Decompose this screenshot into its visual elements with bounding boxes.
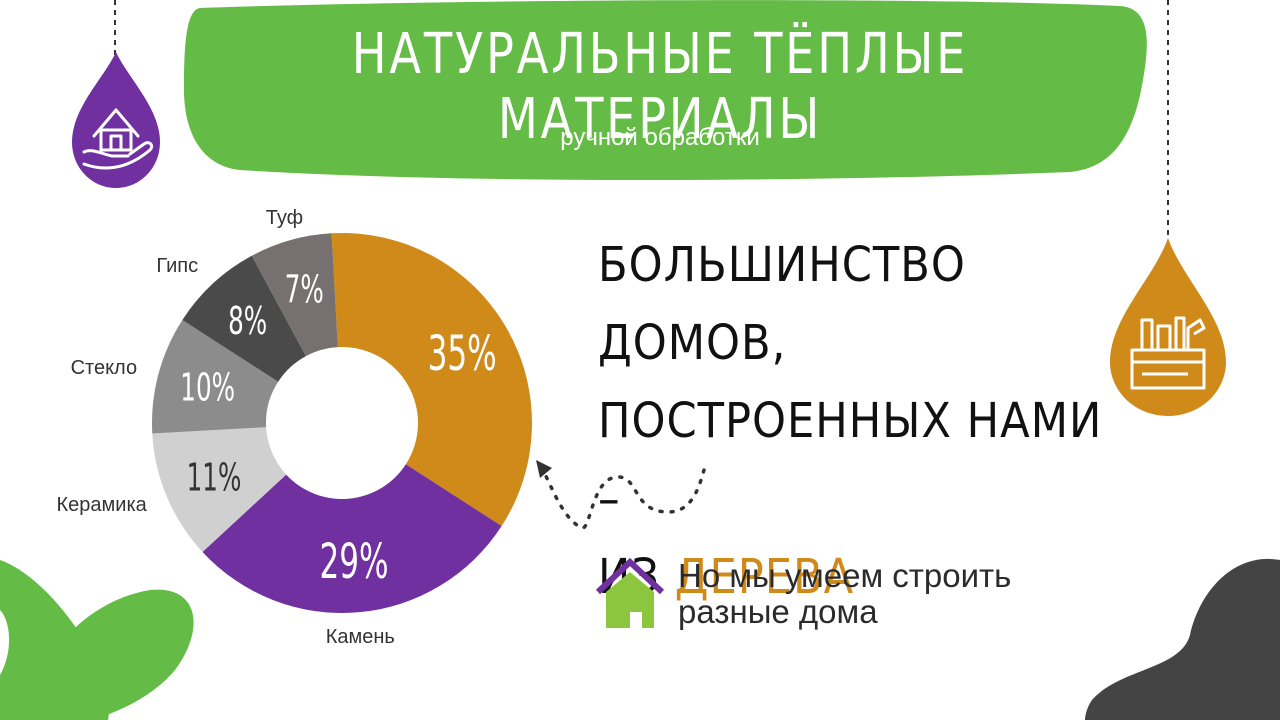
pie-slice-5 xyxy=(182,255,306,382)
pie-slice-1 xyxy=(331,233,533,527)
category-label: Керамика xyxy=(56,493,147,516)
pie-chart: 35% 29% 11% 10% 8% 7% xyxy=(152,233,533,613)
category-label: Стекло xyxy=(70,356,138,379)
pie-slice-4 xyxy=(152,319,279,434)
house-icon xyxy=(595,557,665,628)
category-label: Камень xyxy=(325,626,395,649)
note-line-2: разные дома xyxy=(678,593,878,630)
value-label: 29% xyxy=(319,533,388,589)
pie-slice-6 xyxy=(251,233,338,357)
value-label: 8% xyxy=(228,299,267,344)
headline-line-1: Большинство домов, xyxy=(598,237,966,371)
arrow-head-icon xyxy=(536,460,552,478)
category-label: Гипс xyxy=(156,255,199,278)
leaf-shape xyxy=(0,610,10,675)
pie-slice-3 xyxy=(152,427,287,552)
dark-blob-shape xyxy=(1085,558,1280,720)
value-label: 7% xyxy=(285,267,324,312)
note-line-1: Но мы умеем строить xyxy=(678,557,1012,594)
pie-slice-2 xyxy=(202,464,502,613)
value-label: 10% xyxy=(180,365,235,410)
dotted-arrow xyxy=(542,468,706,530)
category-label: Туф xyxy=(265,206,304,229)
page-title: Натуральные тёплые материалы xyxy=(351,22,969,152)
value-label: 35% xyxy=(428,325,497,381)
house-in-hand-icon xyxy=(72,52,160,188)
headline-accent: дерева xyxy=(674,549,855,605)
page-subtitle: ручной обработки xyxy=(560,124,760,151)
note-text: Но мы умеем строить разные дома xyxy=(678,558,1098,630)
toolbox-icon xyxy=(1110,238,1226,416)
title-banner xyxy=(184,0,1147,181)
value-label: 11% xyxy=(187,455,242,500)
leaf-shape xyxy=(20,589,194,720)
headline-line-2: построенных нами – xyxy=(598,393,1103,527)
